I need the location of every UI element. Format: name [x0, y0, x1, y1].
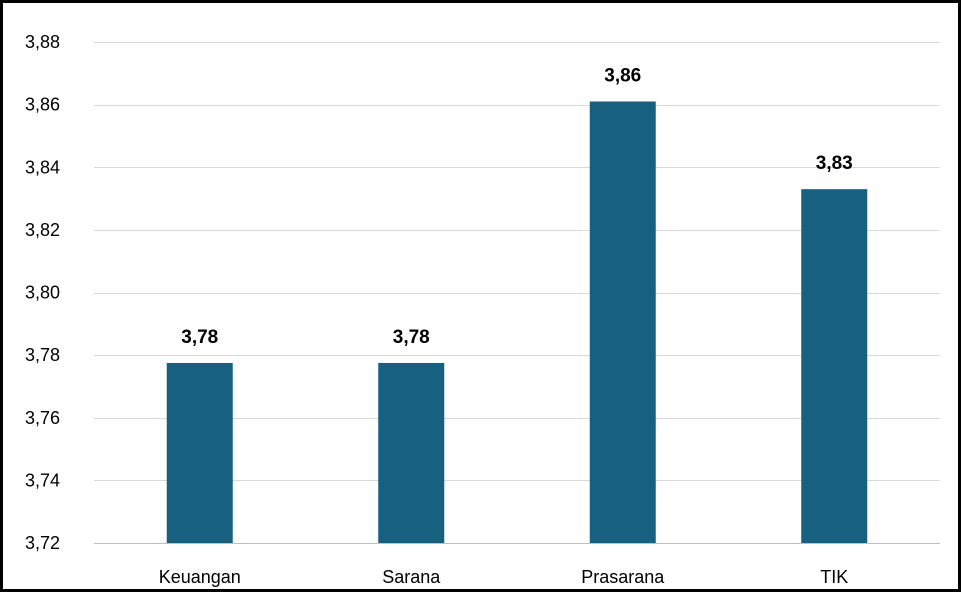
y-tick-label: 3,72	[25, 533, 60, 553]
data-label: 3,83	[816, 153, 853, 174]
category-label: Prasarana	[581, 567, 665, 587]
category-label: Keuangan	[159, 567, 241, 587]
data-labels: 3,78 3,78 3,86 3,83	[181, 65, 852, 347]
data-label: 3,78	[181, 327, 218, 348]
y-tick-label: 3,82	[25, 220, 60, 240]
data-label: 3,86	[604, 65, 641, 86]
y-axis-tick-labels: 3,72 3,74 3,76 3,78 3,80 3,82 3,84 3,86 3,88	[25, 32, 60, 553]
bar-sarana	[378, 362, 445, 543]
category-label: Sarana	[382, 567, 441, 587]
data-label: 3,78	[393, 327, 430, 348]
y-tick-label: 3,78	[25, 345, 60, 365]
bars	[166, 101, 868, 544]
y-tick-label: 3,84	[25, 157, 60, 177]
bar-prasarana	[589, 101, 656, 544]
x-axis-category-labels: Keuangan Sarana Prasarana TIK	[159, 567, 849, 587]
bar-chart: 3,72 3,74 3,76 3,78 3,80 3,82 3,84 3,86 3,88 3,7…	[25, 32, 940, 587]
category-label: TIK	[820, 567, 848, 587]
gridlines	[94, 42, 940, 544]
y-tick-label: 3,80	[25, 283, 60, 303]
y-tick-label: 3,86	[25, 95, 60, 115]
y-tick-label: 3,76	[25, 408, 60, 428]
bar-tik	[801, 189, 868, 543]
y-tick-label: 3,74	[25, 470, 60, 490]
y-tick-label: 3,88	[25, 32, 60, 52]
bar-keuangan	[166, 362, 233, 543]
